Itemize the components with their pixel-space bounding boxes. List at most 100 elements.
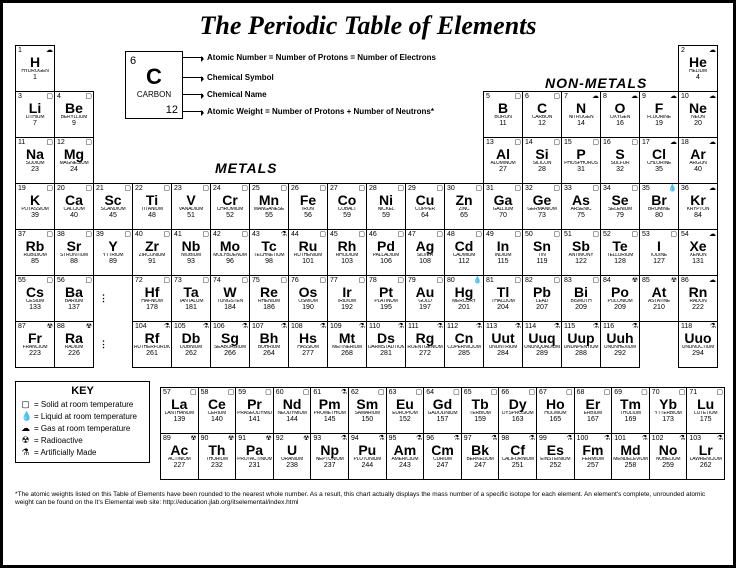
element-cell-Ca: 20▢CaCALCIUM40: [54, 183, 94, 230]
element-cell-Zn: 30▢ZnZINC65: [444, 183, 484, 230]
state-icon: ▢: [514, 277, 521, 284]
atomic-weight: 91: [134, 258, 170, 265]
state-icon: ▢: [641, 389, 648, 396]
state-icon: ▢: [319, 185, 326, 192]
legend-label-name: Chemical Name: [207, 90, 267, 99]
atomic-number: 81: [486, 277, 494, 284]
state-icon: ▢: [163, 185, 170, 192]
state-icon: ☁: [670, 139, 677, 146]
element-cell-Al: 13▢AlALUMINUM27: [483, 137, 523, 184]
atomic-weight: 137: [56, 304, 92, 311]
atomic-weight: 238: [275, 462, 310, 469]
element-symbol: Am: [388, 443, 423, 457]
element-symbol: Os: [290, 285, 326, 299]
element-symbol: Rn: [680, 285, 716, 299]
state-icon: ▢: [592, 185, 599, 192]
state-icon: ☁: [46, 47, 53, 54]
element-symbol: Uup: [563, 331, 599, 345]
element-symbol: Pa: [237, 443, 272, 457]
atomic-number: 70: [652, 389, 660, 396]
state-icon: ▢: [202, 231, 209, 238]
atomic-weight: 173: [651, 416, 686, 423]
atomic-weight: 14: [563, 120, 599, 127]
atomic-number: 104: [135, 323, 147, 330]
atomic-number: 22: [135, 185, 143, 192]
atomic-number: 62: [351, 389, 359, 396]
state-icon: ▢: [358, 277, 365, 284]
state-icon: 💧: [668, 185, 677, 192]
atomic-weight: 165: [538, 416, 573, 423]
element-symbol: Kr: [680, 193, 716, 207]
state-icon: ▢: [85, 185, 92, 192]
atomic-number: 10: [681, 93, 689, 100]
atomic-weight: 266: [212, 350, 248, 357]
element-symbol: Dy: [500, 397, 535, 411]
atomic-weight: 195: [368, 304, 404, 311]
state-icon: ▢: [280, 277, 287, 284]
key-row: ▢= Solid at room temperature: [21, 399, 144, 410]
atomic-weight: 268: [329, 350, 365, 357]
element-symbol: I: [641, 239, 677, 253]
atomic-number: 86: [681, 277, 689, 284]
state-icon: ▢: [475, 231, 482, 238]
atomic-number: 49: [486, 231, 494, 238]
atomic-number: 114: [525, 323, 536, 330]
element-symbol: Cs: [17, 285, 53, 299]
element-symbol: Ti: [134, 193, 170, 207]
state-icon: ▢: [85, 93, 92, 100]
atomic-number: 31: [486, 185, 494, 192]
key-title: KEY: [21, 385, 144, 397]
atomic-number: 74: [213, 277, 221, 284]
atomic-number: 27: [330, 185, 338, 192]
state-icon: ⚗: [281, 231, 287, 238]
element-cell-Re: 75▢ReRHENIUM186: [249, 275, 289, 322]
element-symbol: Hg: [446, 285, 482, 299]
atomic-weight: 98: [251, 258, 287, 265]
atomic-number: 79: [408, 277, 416, 284]
atomic-number: 28: [369, 185, 377, 192]
state-icon: ⚗: [341, 389, 347, 396]
atomic-weight: 169: [613, 416, 648, 423]
state-icon: ▢: [124, 185, 131, 192]
atomic-weight: 23: [17, 166, 53, 173]
atomic-number: 97: [464, 435, 472, 442]
atomic-weight: 289: [524, 350, 560, 357]
atomic-number: 48: [447, 231, 455, 238]
atomic-number: 35: [642, 185, 650, 192]
state-icon: ▢: [378, 389, 385, 396]
element-cell-Hf: 72▢HfHAFNIUM178: [132, 275, 172, 322]
element-symbol: In: [485, 239, 521, 253]
state-icon: ▢: [436, 277, 443, 284]
atomic-weight: 237: [312, 462, 347, 469]
atomic-weight: 281: [368, 350, 404, 357]
element-cell-Mn: 25▢MnMANGANESE55: [249, 183, 289, 230]
element-cell-Sr: 38▢SrSTRONTIUM88: [54, 229, 94, 276]
element-symbol: Rh: [329, 239, 365, 253]
atomic-weight: 192: [329, 304, 365, 311]
atomic-number: 101: [614, 435, 626, 442]
state-icon: ▢: [85, 139, 92, 146]
element-cell-Cf: 98⚗CfCALIFORNIUM251: [498, 433, 537, 480]
element-symbol: Lr: [688, 443, 723, 457]
element-symbol: Hf: [134, 285, 170, 299]
state-icon: ▢: [553, 231, 560, 238]
atomic-weight: 186: [251, 304, 287, 311]
state-icon: ▢: [553, 139, 560, 146]
element-symbol: Cu: [407, 193, 443, 207]
element-cell-Os: 76▢OsOSMIUM190: [288, 275, 328, 322]
atomic-number: 61: [313, 389, 321, 396]
element-cell-N: 7☁NNITROGEN14: [561, 91, 601, 138]
key-icon: ☢: [21, 435, 30, 446]
element-symbol: Xe: [680, 239, 716, 253]
lanthanide-marker: ⋮: [99, 293, 108, 304]
atomic-weight: 51: [173, 212, 209, 219]
atomic-number: 13: [486, 139, 494, 146]
element-cell-Cd: 48▢CdCADMIUM112: [444, 229, 484, 276]
state-icon: ⚗: [242, 323, 248, 330]
element-cell-No: 102⚗NoNOBELIUM259: [649, 433, 688, 480]
key-label: = Artificially Made: [34, 448, 96, 457]
atomic-number: 96: [426, 435, 434, 442]
element-cell-Sm: 62▢SmSAMARIUM150: [348, 387, 387, 434]
atomic-number: 113: [486, 323, 497, 330]
element-symbol: Md: [613, 443, 648, 457]
